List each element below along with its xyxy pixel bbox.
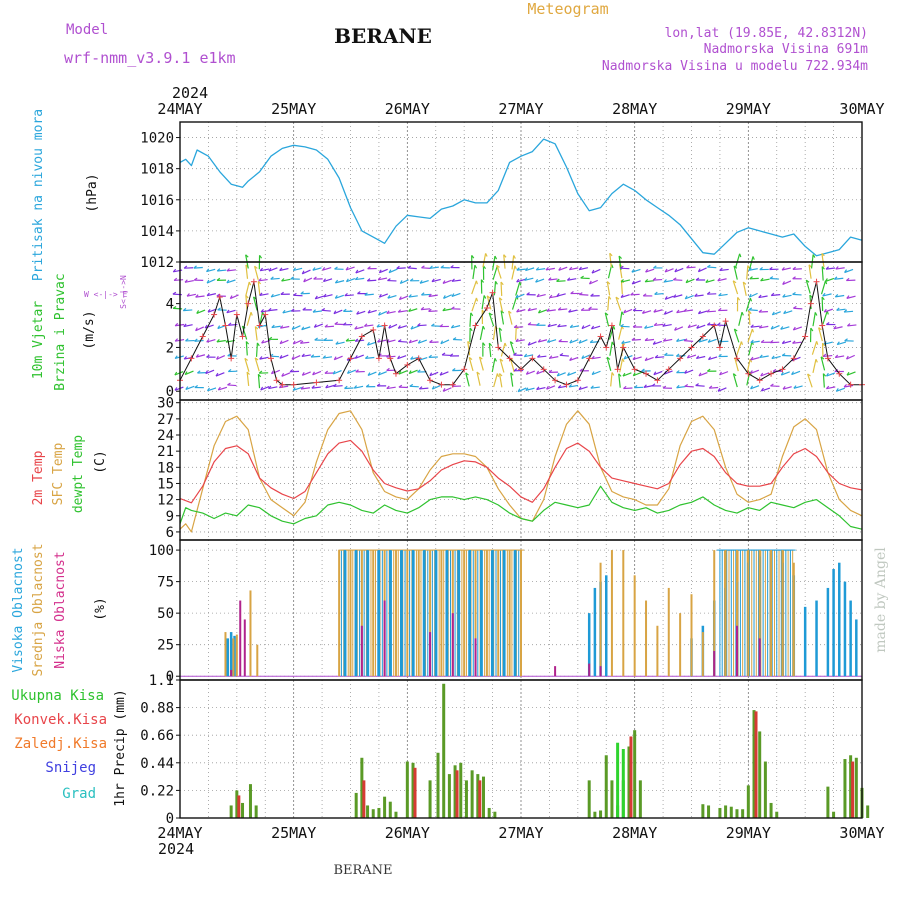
elevation: Nadmorska Visina 691m [704, 42, 869, 57]
y-tick-labels: 1012101410161018102002469121518212427300… [140, 131, 180, 827]
pressure-tick-3: 1018 [140, 162, 174, 178]
cloud-tick-0: 0 [166, 669, 174, 685]
grid-lines [180, 122, 862, 819]
model-name: wrf-nmm_v3.9.1 e1km [64, 49, 236, 67]
year-top: 2024 [172, 84, 208, 102]
wind-unit: (m/s) [82, 310, 97, 349]
precip-tick-5: 1.1 [149, 673, 174, 689]
wind-tick-2: 4 [166, 297, 174, 313]
precip-tick-0: 0 [166, 811, 174, 827]
precip-unit: 1hr Precip (mm) [113, 689, 128, 806]
precip-tick-2: 0.44 [140, 756, 174, 772]
lonlat: lon,lat (19.85E, 42.8312N) [665, 26, 869, 41]
precip-legend-hail: Grad [62, 786, 96, 802]
cloud-tick-2: 50 [157, 606, 174, 622]
pressure-tick-2: 1016 [140, 193, 174, 209]
pressure-tick-4: 1020 [140, 131, 174, 147]
wind-tick-0: 0 [166, 384, 174, 400]
footer-station: BERANE [333, 863, 392, 878]
temp-tick-0: 6 [166, 525, 174, 541]
bottom-date-4: 28MAY [612, 824, 657, 842]
top-date-5: 29MAY [726, 100, 771, 118]
bottom-date-3: 27MAY [498, 824, 543, 842]
cloud-mid-bars [224, 550, 795, 677]
wind-compass-vertical: S<-|->N [119, 275, 128, 309]
precip-tick-3: 0.66 [140, 728, 174, 744]
temp-sfc-line [179, 410, 863, 533]
pressure-label: Pritisak na nivou mora [31, 109, 46, 281]
model-elevation: Nadmorska Visina u modelu 722.934m [602, 59, 868, 74]
temp-tick-7: 27 [157, 412, 174, 428]
top-date-4: 28MAY [612, 100, 657, 118]
precip-total-bars [229, 683, 870, 818]
wind-label-2: Brzina i Pravac [53, 273, 68, 390]
temp-label-dew: dewpt Temp [71, 435, 86, 513]
cloud-tick-4: 100 [149, 543, 174, 559]
temp-tick-2: 12 [157, 493, 174, 509]
bottom-date-2: 26MAY [385, 824, 430, 842]
temp-dew-line [179, 485, 863, 530]
pressure-line [179, 138, 863, 257]
temp-tick-5: 21 [157, 444, 174, 460]
station-title: BERANE [334, 24, 432, 48]
precip-legend-frz: Zaledj.Kisa [14, 736, 107, 752]
top-date-1: 25MAY [271, 100, 316, 118]
wind-label-1: 10m Vjetar [31, 301, 46, 379]
panel-frames [179, 121, 863, 819]
cloud-label-mid: Srednja Oblacnost [31, 543, 46, 676]
model-label: Model [66, 22, 108, 38]
precip-tick-4: 0.88 [140, 701, 174, 717]
chart-series [172, 138, 870, 818]
temp-tick-6: 24 [157, 428, 174, 444]
cloud-low-bars [230, 600, 761, 677]
year-bottom: 2024 [158, 840, 194, 858]
top-date-3: 27MAY [498, 100, 543, 118]
wind-tick-1: 2 [166, 340, 174, 356]
temp-tick-8: 30 [157, 396, 174, 412]
precip-tick-1: 0.22 [140, 783, 174, 799]
cloud-label-high: Visoka Oblacnost [11, 547, 26, 672]
meteogram-title: Meteogram [527, 0, 608, 18]
temp-label-sfc: SFC Temp [51, 443, 66, 506]
top-date-6: 30MAY [839, 100, 884, 118]
precip-legend-total: Ukupna Kisa [11, 688, 104, 704]
precip-highlight-bars [616, 742, 625, 818]
temp-tick-3: 15 [157, 476, 174, 492]
top-date-labels: 24MAY 25MAY 26MAY 27MAY 28MAY 29MAY 30MAY [157, 100, 884, 118]
watermark: made by Angel [873, 547, 889, 653]
wind-compass-horizontal: W <-|-> E [84, 290, 128, 299]
precip-legend-conv: Konvek.Kisa [14, 712, 107, 728]
bottom-date-1: 25MAY [271, 824, 316, 842]
temp-2m-line [179, 439, 863, 504]
pressure-tick-1: 1014 [140, 224, 174, 240]
wind-speed-markers [177, 278, 865, 388]
temp-unit: (C) [93, 450, 108, 473]
cloud-tick-3: 75 [157, 575, 174, 591]
bottom-date-6: 30MAY [839, 824, 884, 842]
temp-tick-1: 9 [166, 509, 174, 525]
panel-frame-precip [179, 679, 863, 819]
precip-convective-bars [237, 711, 855, 818]
temp-tick-4: 18 [157, 460, 174, 476]
bottom-date-0: 24MAY [157, 824, 202, 842]
pressure-unit: (hPa) [85, 173, 100, 212]
top-date-2: 26MAY [385, 100, 430, 118]
precip-legend-snow: Snijeg [45, 760, 96, 776]
pressure-tick-0: 1012 [140, 255, 174, 271]
bottom-date-5: 29MAY [726, 824, 771, 842]
wind-arrows [172, 252, 857, 393]
cloud-tick-1: 25 [157, 638, 174, 654]
cloud-unit: (%) [93, 597, 108, 620]
temp-label-2m: 2m Temp [31, 450, 46, 505]
bottom-date-labels: 24MAY 25MAY 26MAY 27MAY 28MAY 29MAY 30MAY [157, 824, 884, 842]
top-date-0: 24MAY [157, 100, 202, 118]
cloud-label-low: Niska Oblacnost [53, 551, 68, 668]
